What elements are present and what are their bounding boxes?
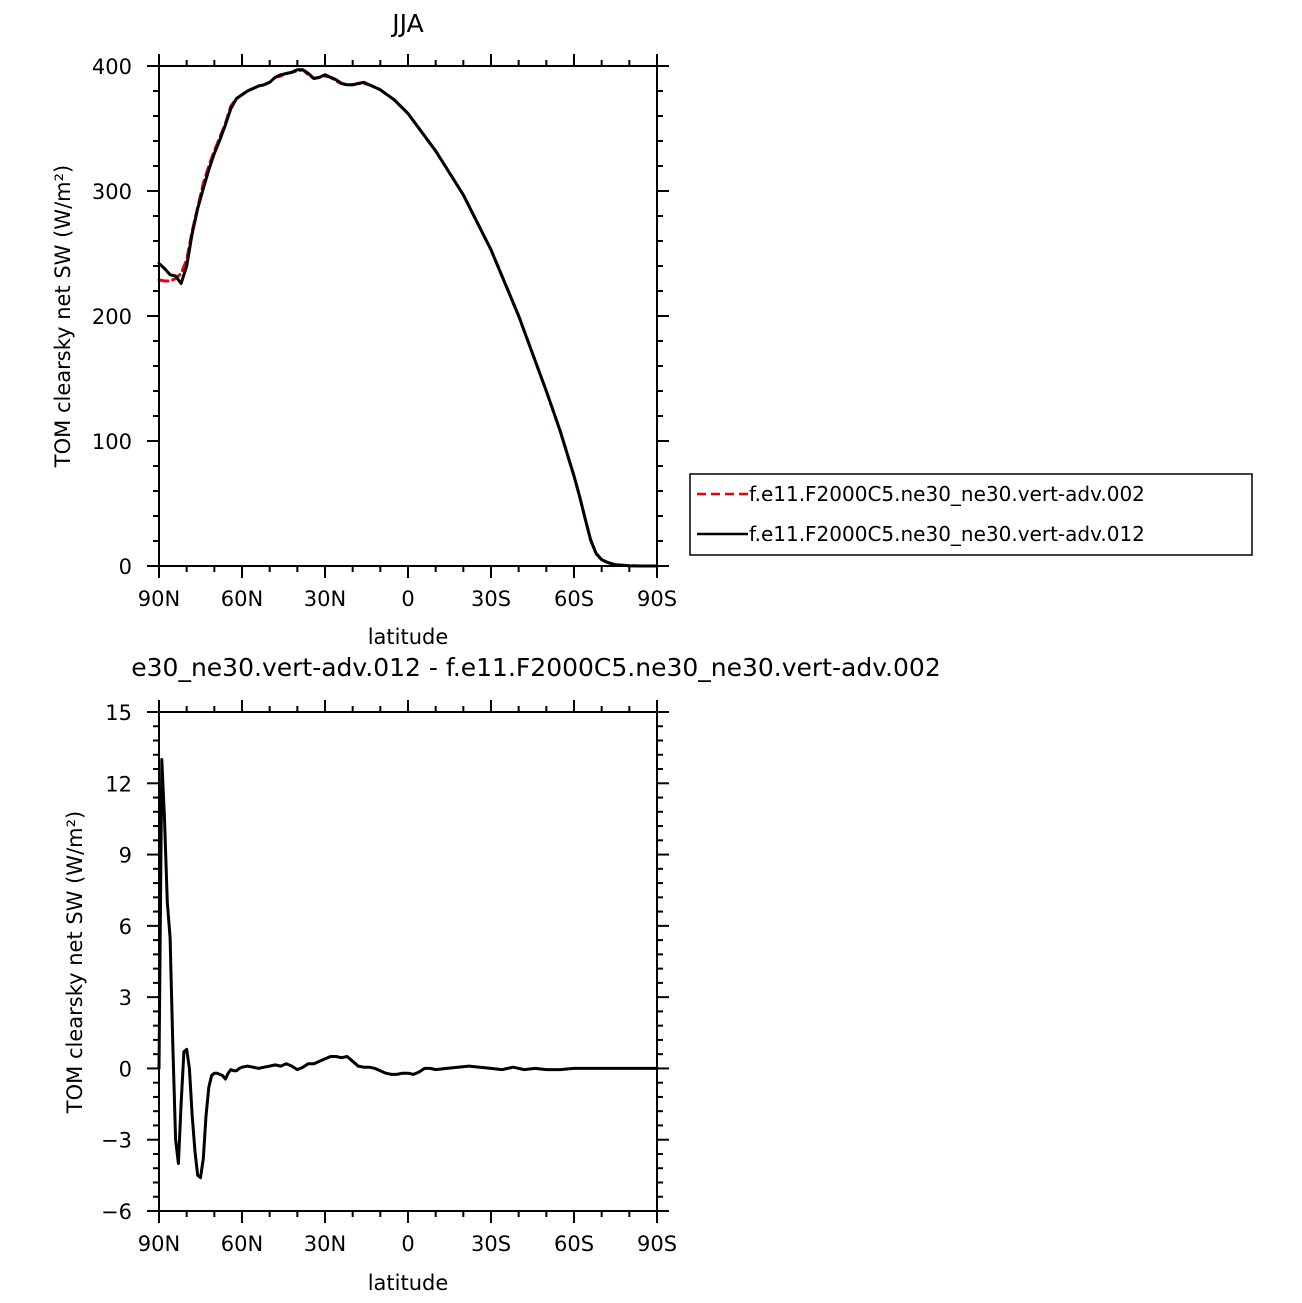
x-tick-label: 90N [138, 587, 180, 611]
top-panel-series-group [157, 68, 659, 568]
panel-0-series-line-1 [157, 68, 659, 568]
x-tick-label: 60S [554, 1232, 594, 1256]
top-panel-title: JJA [390, 9, 423, 38]
y-tick-label: 6 [119, 915, 132, 939]
top-panel-ticks [147, 54, 669, 578]
x-tick-label: 90S [637, 1232, 677, 1256]
y-tick-label: 9 [119, 844, 132, 868]
x-tick-label: 0 [401, 1232, 414, 1256]
bottom-panel: e30_ne30.vert-adv.012 - f.e11.F2000C5.ne… [63, 653, 941, 1295]
bottom-panel-ticks [147, 700, 669, 1223]
y-tick-label: 0 [119, 1057, 132, 1081]
x-tick-label: 60S [554, 587, 594, 611]
bottom-panel-x-axis-label: latitude [368, 1271, 449, 1295]
bottom-panel-y-axis-label: TOM clearsky net SW (W/m²) [63, 811, 87, 1114]
x-tick-label: 30N [304, 587, 346, 611]
y-tick-label: 15 [105, 701, 132, 725]
y-tick-label: 0 [119, 555, 132, 579]
top-panel-x-axis-label: latitude [368, 625, 449, 649]
y-tick-label: 3 [119, 986, 132, 1010]
top-panel-y-axis-label: TOM clearsky net SW (W/m²) [51, 165, 75, 468]
x-tick-label: 0 [401, 587, 414, 611]
bottom-panel-series-group [157, 758, 659, 1180]
x-tick-label: 30N [304, 1232, 346, 1256]
y-tick-label: 400 [92, 55, 132, 79]
legend-box [689, 473, 1253, 556]
bottom-panel-y-tick-labels: −6 −3 0 3 6 9 12 15 [101, 701, 132, 1224]
legend-label-series-002: f.e11.F2000C5.ne30_ne30.vert-adv.002 [749, 482, 1145, 506]
y-tick-label: 12 [105, 772, 132, 796]
bottom-panel-title: e30_ne30.vert-adv.012 - f.e11.F2000C5.ne… [131, 653, 940, 682]
y-tick-label: 100 [92, 430, 132, 454]
y-tick-label: 300 [92, 180, 132, 204]
top-panel-x-tick-labels: 90N 60N 30N 0 30S 60S 90S [138, 587, 677, 611]
legend: f.e11.F2000C5.ne30_ne30.vert-adv.002 f.e… [689, 473, 1253, 556]
bottom-panel-x-tick-labels: 90N 60N 30N 0 30S 60S 90S [138, 1232, 677, 1256]
x-tick-label: 60N [221, 587, 263, 611]
bottom-panel-plot-frame [158, 711, 658, 1212]
x-tick-label: 30S [471, 587, 511, 611]
panel-0-series-line-0 [157, 68, 659, 568]
top-panel: JJA 90N 60N 30N 0 30S 60S 90S 0 100 200 300 400 la… [51, 9, 677, 649]
legend-label-series-012: f.e11.F2000C5.ne30_ne30.vert-adv.012 [749, 522, 1145, 546]
top-panel-y-tick-labels: 0 100 200 300 400 [92, 55, 132, 579]
top-panel-plot-frame [158, 65, 658, 567]
x-tick-label: 90S [637, 587, 677, 611]
y-tick-label: 200 [92, 305, 132, 329]
x-tick-label: 60N [221, 1232, 263, 1256]
x-tick-label: 30S [471, 1232, 511, 1256]
y-tick-label: −3 [101, 1129, 132, 1153]
y-tick-label: −6 [101, 1200, 132, 1224]
x-tick-label: 90N [138, 1232, 180, 1256]
panel-1-series-line-0 [157, 758, 659, 1180]
